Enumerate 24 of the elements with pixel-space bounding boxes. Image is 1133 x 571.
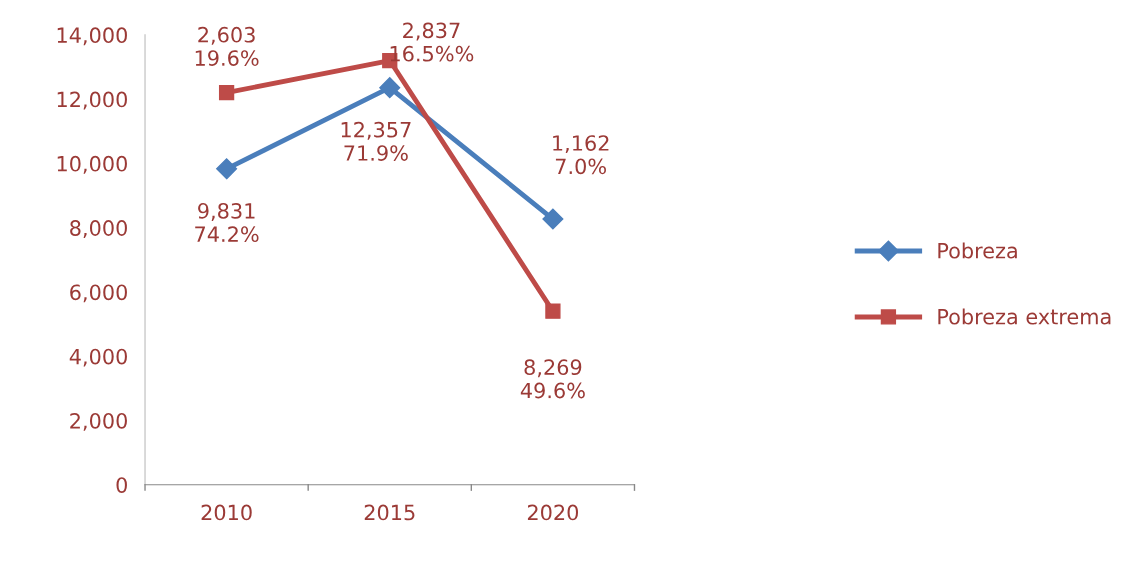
annotation: 2,837 16.5%% — [390, 22, 474, 62]
y-tick-label: 10,000 — [57, 155, 127, 174]
point — [542, 208, 564, 230]
x-tick-label: 2015 — [364, 504, 415, 521]
y-tick-label: 12,000 — [57, 91, 127, 110]
annotation: 1,162 7.0% — [553, 135, 609, 175]
legend-label: Pobreza extrema — [938, 308, 1111, 325]
y-tick-label: 14,000 — [57, 27, 127, 46]
point — [216, 158, 238, 180]
annotation: 12,357 71.9% — [341, 121, 411, 161]
annotation: 8,269 49.6% — [520, 359, 585, 399]
y-tick-label: 4,000 — [69, 348, 127, 367]
annotation: 9,831 74.2% — [195, 203, 259, 243]
annotation: 2,603 19.6% — [195, 26, 259, 66]
y-tick-label: 2,000 — [70, 412, 127, 431]
y-tick-label: 0 — [116, 477, 127, 493]
point — [379, 77, 401, 99]
x-tick-label: 2020 — [527, 504, 579, 521]
y-tick-label: 8,000 — [70, 220, 127, 238]
point — [545, 303, 561, 319]
y-tick-label: 6,000 — [70, 284, 127, 303]
x-tick-label: 2010 — [201, 504, 252, 521]
point — [218, 85, 235, 101]
legend-label: Pobreza — [938, 242, 1017, 259]
